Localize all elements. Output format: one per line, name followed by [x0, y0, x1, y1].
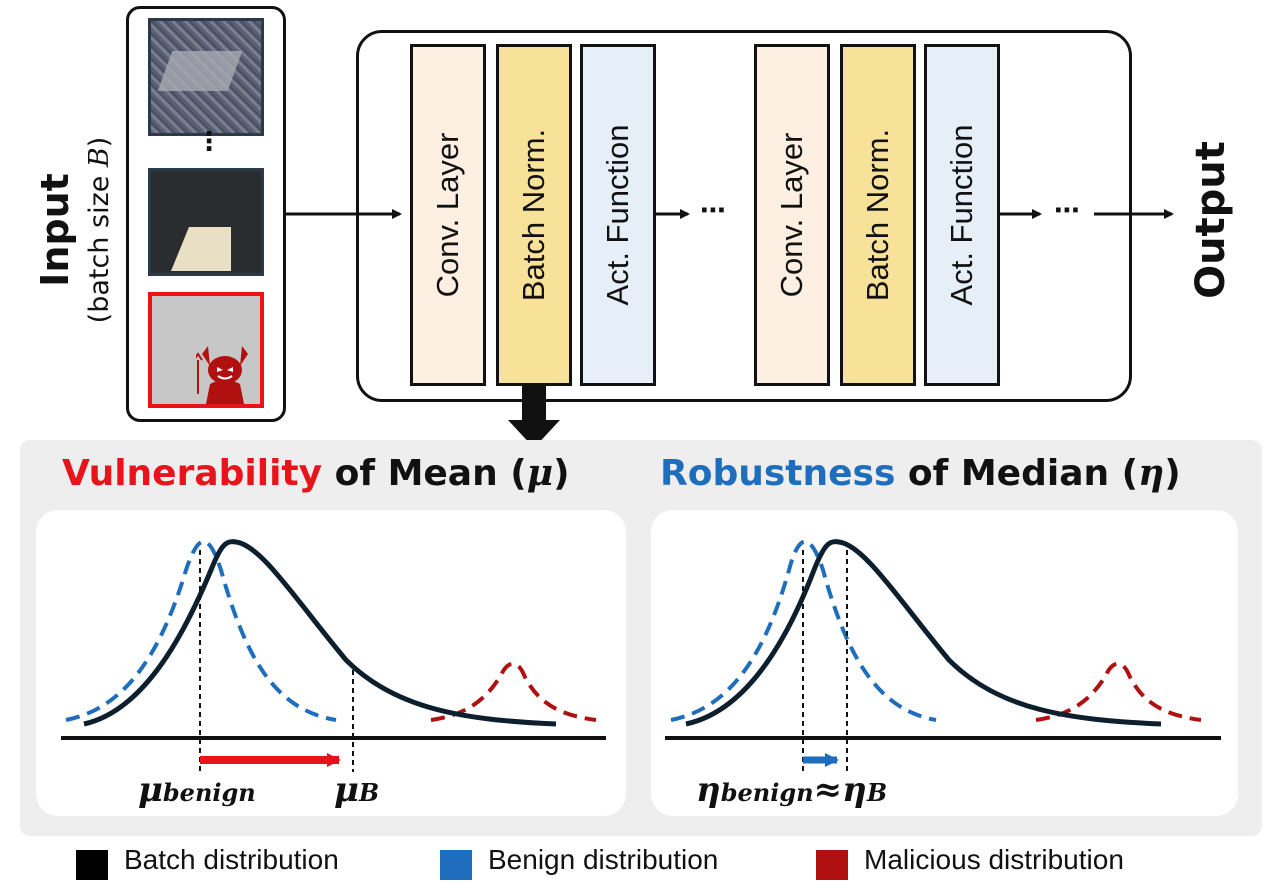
down-arrow-icon: [508, 386, 560, 448]
mu-subscript-batch: B: [358, 778, 380, 807]
network-ellipsis-end: ⋯: [1054, 196, 1080, 226]
title-rest: of Median (: [895, 453, 1139, 494]
input-batch-box: [126, 6, 286, 422]
legend-label: Malicious distribution: [864, 844, 1124, 875]
batch-curve: [83, 539, 557, 727]
legend-swatch-batch: [76, 850, 108, 880]
layer-label: Act. Function: [600, 124, 635, 306]
input-image-horse: [148, 168, 264, 276]
network-box: [356, 30, 1132, 402]
input-subtitle-var: B: [84, 147, 115, 168]
label-mu-benign: μbenign: [138, 770, 256, 810]
output-label-text: Output: [1188, 141, 1234, 299]
malicious-curve: [1035, 661, 1202, 722]
layer-label: Conv. Layer: [774, 132, 809, 298]
layer-conv-2: Conv. Layer: [754, 44, 830, 386]
malicious-curve: [430, 661, 597, 722]
title-rest: of Mean (: [322, 453, 527, 494]
layer-batchnorm-2: Batch Norm.: [840, 44, 916, 386]
legend-swatch-benign: [440, 850, 472, 880]
layer-batchnorm-1: Batch Norm.: [496, 44, 572, 386]
input-subtitle-prefix: (batch size: [84, 167, 115, 323]
left-panel-title: Vulnerability of Mean (μ): [62, 452, 570, 494]
devil-icon: [196, 346, 248, 404]
label-eta-relation: ηbenign≈ηB: [696, 770, 887, 810]
input-title: Input (batch size B): [33, 137, 115, 324]
input-image-airplane: [148, 18, 264, 136]
title-highlight-robustness: Robustness: [660, 453, 896, 494]
output-label: Output: [1188, 141, 1234, 299]
input-subtitle-suffix: ): [84, 137, 115, 148]
title-symbol-mu: μ: [526, 452, 554, 494]
batch-curve: [685, 539, 1162, 727]
layer-label: Act. Function: [944, 124, 979, 306]
layer-label: Batch Norm.: [516, 128, 551, 302]
eta-symbol: η: [842, 770, 867, 810]
mu-symbol: μ: [334, 770, 359, 810]
input-ellipsis: ⋮: [196, 127, 222, 157]
mean-distribution-card: [36, 510, 626, 816]
title-close: ): [553, 453, 570, 494]
eta-subscript-batch: B: [866, 778, 888, 807]
layer-conv-1: Conv. Layer: [410, 44, 486, 386]
mu-symbol: μ: [138, 770, 163, 810]
input-subtitle: (batch size B): [84, 137, 115, 324]
title-highlight-vulnerability: Vulnerability: [62, 453, 323, 494]
layer-label: Conv. Layer: [430, 132, 465, 298]
label-mu-batch: μB: [334, 770, 379, 810]
title-close: ): [1164, 453, 1181, 494]
median-distribution-card: [651, 510, 1238, 816]
mu-subscript-benign: benign: [162, 778, 256, 807]
approx-symbol: ≈: [813, 770, 843, 810]
mean-distribution-plot: [61, 539, 606, 772]
legend-swatch-malicious: [816, 850, 848, 880]
layer-activation-1: Act. Function: [580, 44, 656, 386]
input-image-malicious: [148, 292, 264, 408]
legend-label: Benign distribution: [488, 844, 719, 875]
eta-subscript-benign: benign: [720, 778, 814, 807]
right-panel-title: Robustness of Median (η): [660, 452, 1181, 494]
median-distribution-plot: [665, 539, 1221, 772]
input-title-text: Input: [33, 173, 77, 287]
eta-symbol: η: [696, 770, 721, 810]
legend-label: Batch distribution: [124, 844, 339, 875]
title-symbol-eta: η: [1138, 452, 1165, 494]
layer-label: Batch Norm.: [860, 128, 895, 302]
network-ellipsis-mid: ⋯: [700, 196, 726, 226]
benign-curve: [65, 539, 337, 722]
benign-curve: [670, 539, 937, 722]
layer-activation-2: Act. Function: [924, 44, 1000, 386]
